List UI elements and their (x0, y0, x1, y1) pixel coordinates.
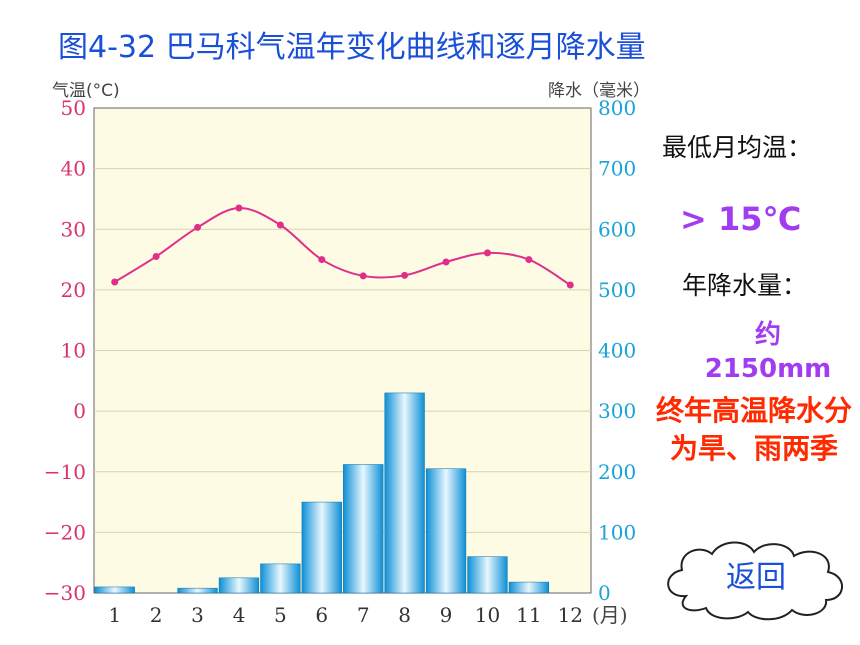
precip-tick-label: 200 (598, 460, 636, 484)
month-tick-label: 11 (516, 603, 541, 627)
month-tick-label: 2 (150, 603, 163, 627)
precip-bar (384, 392, 425, 594)
month-tick-label: 1 (108, 603, 121, 627)
precip-tick-label: 800 (598, 96, 636, 120)
temp-tick-label: 20 (61, 278, 86, 302)
temperature-point (359, 272, 367, 280)
temp-tick-label: −10 (44, 460, 86, 484)
return-button[interactable]: 返回 (656, 534, 856, 624)
temperature-point (152, 253, 160, 261)
precip-bar (260, 563, 301, 594)
precip-tick-label: 500 (598, 278, 636, 302)
temp-tick-label: 30 (61, 217, 86, 241)
min-temp-label: 最低月均温： (662, 133, 813, 162)
right-axis-label: 降水（毫米） (548, 81, 650, 101)
temperature-point (318, 256, 326, 264)
month-tick-label: 6 (315, 603, 328, 627)
annual-rain-value-line1: 约 (754, 320, 781, 350)
month-tick-label: 7 (357, 603, 370, 627)
precip-bar (301, 501, 342, 594)
temp-tick-label: 10 (61, 339, 86, 363)
return-button-label: 返回 (726, 560, 786, 595)
precip-bar (467, 556, 508, 594)
precip-tick-label: 100 (598, 520, 636, 544)
precip-bar (425, 468, 467, 594)
precip-tick-label: 600 (598, 217, 636, 241)
temp-tick-label: 0 (73, 399, 86, 423)
temp-tick-label: −30 (44, 581, 86, 605)
temperature-point (566, 281, 574, 289)
month-tick-label: 10 (475, 603, 500, 627)
temperature-series (111, 204, 574, 289)
climate-summary: 终年高温降水分为旱、雨两季 (655, 394, 852, 465)
page-title: 图4-32 巴马科气温年变化曲线和逐月降水量 (58, 30, 646, 65)
x-unit-label: (月) (592, 603, 628, 627)
precip-bar (177, 587, 218, 594)
month-tick-label: 5 (274, 603, 287, 627)
annual-rain-label: 年降水量： (682, 271, 808, 300)
precip-bar (218, 577, 260, 594)
precip-bar (343, 464, 384, 594)
month-tick-label: 9 (440, 603, 453, 627)
precip-tick-label: 300 (598, 399, 636, 423)
precip-tick-label: 400 (598, 339, 636, 363)
precip-bar (94, 586, 135, 594)
temperature-point (276, 221, 284, 229)
grid-lines (94, 168, 591, 533)
temperature-point (401, 271, 409, 279)
month-tick-label: 3 (191, 603, 204, 627)
annual-rain-value-line2: 2150mm (704, 354, 832, 384)
temp-tick-label: 50 (61, 96, 86, 120)
temperature-point (483, 249, 491, 257)
left-axis-label: 气温(°C) (52, 81, 120, 101)
precip-bar (508, 581, 550, 594)
precip-tick-label: 700 (598, 157, 636, 181)
temp-tick-label: 40 (61, 157, 86, 181)
annual-rain-value: 约 2150mm (688, 318, 848, 386)
temperature-point (194, 223, 202, 231)
precip-tick-label: 0 (598, 581, 611, 605)
temperature-point (111, 278, 119, 286)
temp-tick-label: −20 (44, 520, 86, 544)
cloud-shape (667, 541, 843, 621)
month-tick-label: 12 (558, 603, 583, 627)
precipitation-bars (94, 392, 550, 594)
min-temp-value: > 15℃ (680, 200, 802, 238)
month-tick-label: 8 (398, 603, 411, 627)
month-tick-label: 4 (233, 603, 246, 627)
temperature-point (442, 258, 450, 266)
temperature-point (525, 256, 533, 264)
temperature-point (235, 204, 243, 212)
